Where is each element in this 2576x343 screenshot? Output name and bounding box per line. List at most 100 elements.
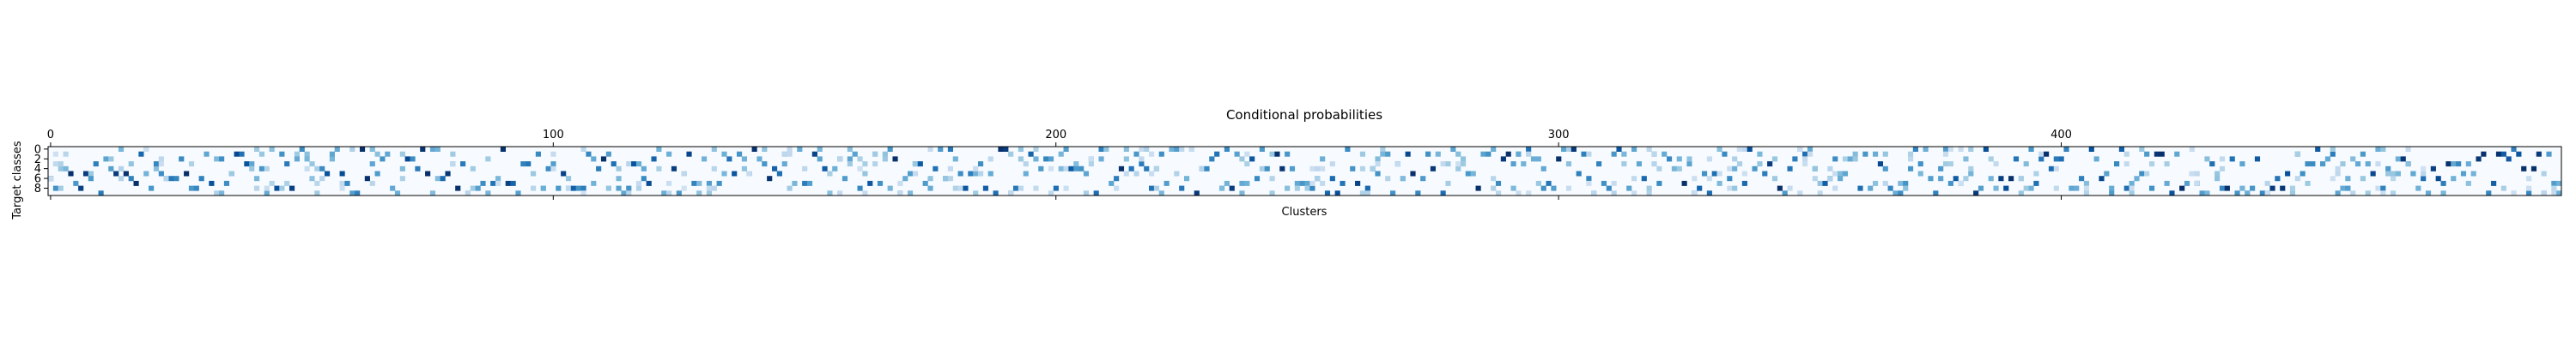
- heatmap-cell: [1586, 151, 1592, 157]
- heatmap-cell: [908, 171, 914, 177]
- heatmap-cell: [52, 185, 58, 191]
- heatmap-cell: [1797, 147, 1803, 152]
- heatmap-cell: [1958, 147, 1964, 152]
- heatmap-cell: [2088, 147, 2094, 152]
- heatmap-cell: [1586, 176, 1592, 182]
- heatmap-cell: [811, 151, 817, 157]
- heatmap-cell: [2109, 190, 2115, 196]
- heatmap-cell: [1033, 185, 1039, 191]
- heatmap-cell: [2083, 190, 2090, 196]
- heatmap-cell: [1706, 190, 1712, 196]
- heatmap-cell: [138, 151, 144, 157]
- heatmap-cell: [792, 180, 798, 186]
- heatmap-cell: [319, 176, 325, 182]
- heatmap-cell: [214, 190, 220, 196]
- heatmap-cell: [2345, 176, 2351, 182]
- heatmap-cell: [1716, 147, 1722, 152]
- heatmap-cell: [1817, 180, 1823, 186]
- heatmap-cell: [596, 165, 602, 172]
- heatmap-cell: [1832, 185, 1838, 191]
- heatmap-cell: [1364, 190, 1370, 196]
- heatmap-cell: [349, 190, 355, 196]
- heatmap-cell: [420, 147, 426, 152]
- heatmap-cell: [1163, 180, 1170, 186]
- heatmap-cell: [2069, 185, 2075, 191]
- heatmap-cell: [1993, 185, 1999, 191]
- heatmap-cell: [2526, 176, 2532, 182]
- heatmap-cell: [334, 147, 340, 152]
- heatmap-cell: [1591, 190, 1597, 196]
- heatmap-cell: [1023, 171, 1029, 177]
- heatmap-cell: [2058, 156, 2064, 162]
- heatmap-cell: [2224, 185, 2230, 191]
- heatmap-cell: [2330, 151, 2336, 157]
- heatmap-cell: [1390, 190, 1396, 196]
- heatmap-cell: [1736, 161, 1743, 167]
- heatmap-cell: [1269, 151, 1275, 157]
- heatmap-cell: [1320, 180, 1326, 186]
- heatmap-cell: [304, 156, 310, 162]
- heatmap-cell: [1380, 147, 1386, 152]
- heatmap-cell: [741, 165, 747, 172]
- heatmap-cell: [570, 185, 576, 191]
- heatmap-cell: [656, 165, 662, 172]
- heatmap-cell: [1008, 190, 1014, 196]
- heatmap-cell: [184, 171, 190, 177]
- heatmap-cell: [2511, 147, 2517, 152]
- heatmap-cell: [1259, 165, 1265, 172]
- heatmap-cell: [2354, 161, 2361, 167]
- heatmap-cell: [1917, 171, 1923, 177]
- heatmap-cell: [2144, 151, 2150, 157]
- heatmap-cell: [908, 190, 914, 196]
- heatmap-cell: [2139, 171, 2145, 177]
- heatmap-cell: [947, 147, 954, 152]
- heatmap-cell: [380, 156, 386, 162]
- heatmap-cell: [1460, 161, 1467, 167]
- heatmap-cell: [977, 161, 984, 167]
- heatmap-cell: [2521, 165, 2527, 172]
- heatmap-cell: [1440, 190, 1446, 196]
- heatmap-cell: [1239, 190, 1245, 196]
- heatmap-cell: [892, 156, 898, 162]
- x-tick-label: 0: [47, 129, 54, 141]
- heatmap-cell: [1309, 185, 1315, 191]
- heatmap-cell: [1294, 180, 1300, 186]
- heatmap-cell: [1852, 156, 1858, 162]
- heatmap-cell: [681, 185, 687, 191]
- chart-title: Conditional probabilities: [1226, 107, 1382, 123]
- heatmap-cell: [2465, 180, 2471, 186]
- heatmap-cell: [776, 171, 782, 177]
- heatmap-cell: [1616, 147, 1622, 152]
- heatmap-cell: [2023, 161, 2029, 167]
- heatmap-cell: [1123, 171, 1129, 177]
- heatmap-cell: [2118, 147, 2124, 152]
- heatmap-cell: [947, 165, 954, 172]
- heatmap-cell: [1505, 151, 1511, 157]
- heatmap-cell: [1716, 171, 1722, 177]
- heatmap-cell: [1068, 165, 1074, 172]
- heatmap-cell: [450, 151, 456, 157]
- heatmap-cell: [1882, 151, 1888, 157]
- heatmap-cell: [1285, 151, 1291, 157]
- heatmap-cell: [681, 171, 687, 177]
- heatmap-cell: [1184, 176, 1190, 182]
- heatmap-cell: [1153, 185, 1160, 191]
- heatmap-cell: [1762, 171, 1768, 177]
- heatmap-cell: [1315, 165, 1321, 172]
- heatmap-cell: [927, 147, 933, 152]
- heatmap-cell: [565, 185, 572, 191]
- heatmap-cell: [1003, 147, 1009, 152]
- heatmap-cell: [1043, 156, 1049, 162]
- heatmap-cell: [153, 161, 160, 167]
- heatmap-cell: [1224, 147, 1230, 152]
- heatmap-cell: [2264, 180, 2270, 186]
- heatmap-cell: [108, 165, 114, 172]
- heatmap-cell: [2189, 147, 2195, 152]
- heatmap-cell: [319, 165, 325, 172]
- heatmap-cell: [1320, 165, 1326, 172]
- heatmap-cell: [128, 161, 134, 167]
- heatmap-cell: [2345, 185, 2351, 191]
- heatmap-cell: [1128, 165, 1134, 172]
- heatmap-cell: [2123, 185, 2129, 191]
- heatmap-cell: [616, 176, 622, 182]
